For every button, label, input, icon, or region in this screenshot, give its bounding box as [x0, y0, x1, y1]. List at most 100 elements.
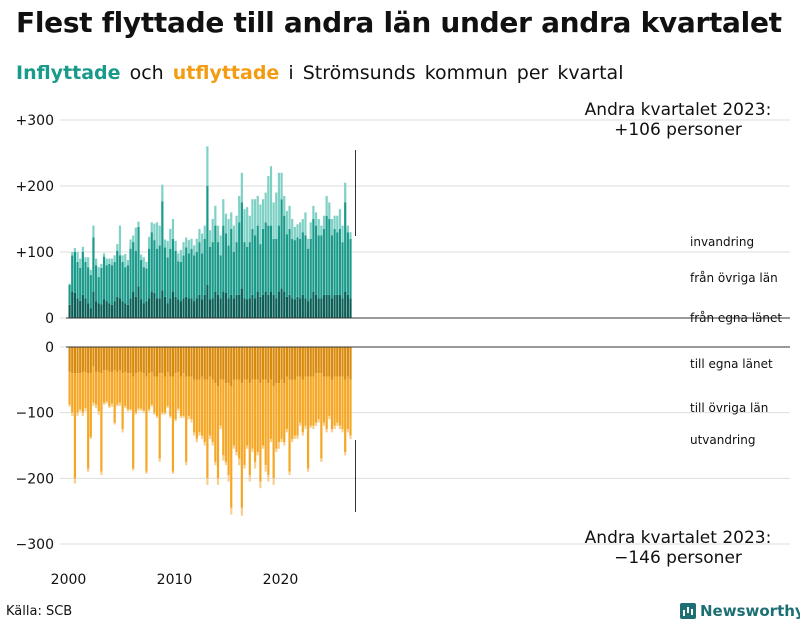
bar-in-other — [283, 215, 286, 292]
bar-in-abroad — [264, 192, 267, 223]
bar-out-other — [150, 371, 153, 405]
bar-out-other — [336, 376, 339, 423]
bar-in-other — [87, 267, 90, 304]
bar-in-local — [124, 303, 127, 318]
bar-in-other — [293, 240, 296, 300]
bar-in-abroad — [155, 222, 159, 249]
bar-out-abroad — [243, 465, 246, 469]
bar-in-other — [330, 235, 334, 299]
bar-out-local — [87, 347, 90, 374]
bar-out-local — [206, 347, 209, 380]
bar-out-abroad — [182, 415, 185, 418]
bar-in-local — [177, 299, 180, 318]
bar-in-abroad — [153, 223, 156, 241]
bar-in-abroad — [307, 238, 310, 249]
bar-out-other — [81, 371, 84, 413]
bar-in-abroad — [291, 219, 294, 239]
bar-in-other — [142, 267, 145, 304]
bar-in-abroad — [256, 195, 259, 226]
bar-out-local — [201, 347, 204, 377]
bar-out-abroad — [140, 408, 143, 411]
bar-out-abroad — [269, 438, 273, 443]
bar-out-other — [230, 386, 233, 508]
bar-out-local — [92, 347, 95, 367]
bar-in-local — [166, 303, 169, 318]
bar-out-local — [174, 347, 177, 374]
bar-out-abroad — [322, 422, 326, 426]
bar-in-other — [341, 242, 344, 299]
annotation-bottom: Andra kvartalet 2023: −146 personer — [578, 528, 778, 568]
bar-in-abroad — [163, 239, 167, 248]
bar-in-abroad — [288, 205, 291, 229]
bar-in-abroad — [346, 225, 349, 233]
bar-in-local — [118, 298, 122, 318]
bar-out-local — [283, 347, 286, 384]
bar-in-other — [187, 253, 190, 299]
bar-in-other — [261, 228, 265, 295]
bar-in-local — [246, 299, 249, 318]
bar-in-local — [333, 294, 336, 318]
bar-out-abroad — [232, 445, 235, 449]
bar-out-abroad — [246, 445, 249, 449]
annotation-bottom-line2: −146 personer — [614, 548, 742, 568]
bar-out-abroad — [346, 429, 349, 433]
bar-out-other — [174, 373, 177, 420]
bar-in-abroad — [134, 227, 137, 251]
bar-out-abroad — [338, 425, 341, 430]
y-tick-label-top: +300 — [16, 113, 54, 129]
bar-in-local — [195, 298, 198, 318]
bar-out-local — [81, 347, 84, 372]
bar-out-other — [338, 376, 341, 426]
bar-in-abroad — [283, 195, 286, 216]
bar-in-abroad — [216, 225, 220, 243]
bar-out-abroad — [71, 412, 74, 416]
bar-out-other — [79, 373, 82, 410]
bar-out-other — [344, 379, 347, 453]
bar-out-other — [288, 379, 291, 472]
bar-out-abroad — [187, 415, 190, 420]
bar-in-abroad — [79, 258, 82, 268]
bar-in-other — [277, 225, 281, 292]
bar-out-other — [206, 379, 209, 479]
bar-in-abroad — [248, 215, 251, 243]
bar-out-other — [177, 371, 180, 409]
bar-in-local — [132, 291, 135, 318]
bar-out-other — [312, 376, 315, 426]
bar-out-other — [328, 376, 331, 416]
bar-out-other — [333, 376, 336, 426]
bar-out-other — [299, 376, 302, 423]
bar-in-abroad — [108, 258, 111, 264]
bar-out-abroad — [174, 419, 177, 422]
bar-out-abroad — [248, 475, 251, 482]
bar-out-other — [267, 383, 270, 476]
bar-in-abroad — [190, 238, 193, 249]
bar-in-other — [163, 247, 167, 297]
bar-in-local — [84, 298, 87, 318]
bar-out-local — [124, 347, 127, 372]
bar-in-local — [288, 294, 291, 318]
bar-out-abroad — [333, 425, 336, 430]
bar-out-abroad — [259, 481, 262, 489]
bar-in-other — [232, 252, 235, 299]
bar-in-local — [277, 291, 281, 318]
bar-out-other — [232, 379, 235, 446]
bar-out-local — [163, 347, 167, 377]
bar-in-local — [153, 292, 156, 318]
bar-out-other — [211, 379, 214, 443]
bar-out-local — [110, 347, 114, 372]
bar-in-local — [182, 298, 185, 318]
bar-out-abroad — [336, 422, 339, 426]
bar-in-abroad — [71, 252, 74, 256]
bar-out-other — [89, 373, 92, 437]
bar-in-local — [254, 298, 257, 318]
bar-in-local — [190, 298, 193, 318]
bar-in-local — [208, 299, 212, 318]
bar-out-local — [309, 347, 312, 377]
bar-out-abroad — [163, 412, 167, 415]
bar-in-abroad — [269, 166, 273, 226]
bar-out-local — [134, 347, 137, 374]
bar-out-other — [304, 376, 307, 426]
bar-in-other — [267, 225, 270, 295]
bar-out-abroad — [158, 458, 161, 462]
